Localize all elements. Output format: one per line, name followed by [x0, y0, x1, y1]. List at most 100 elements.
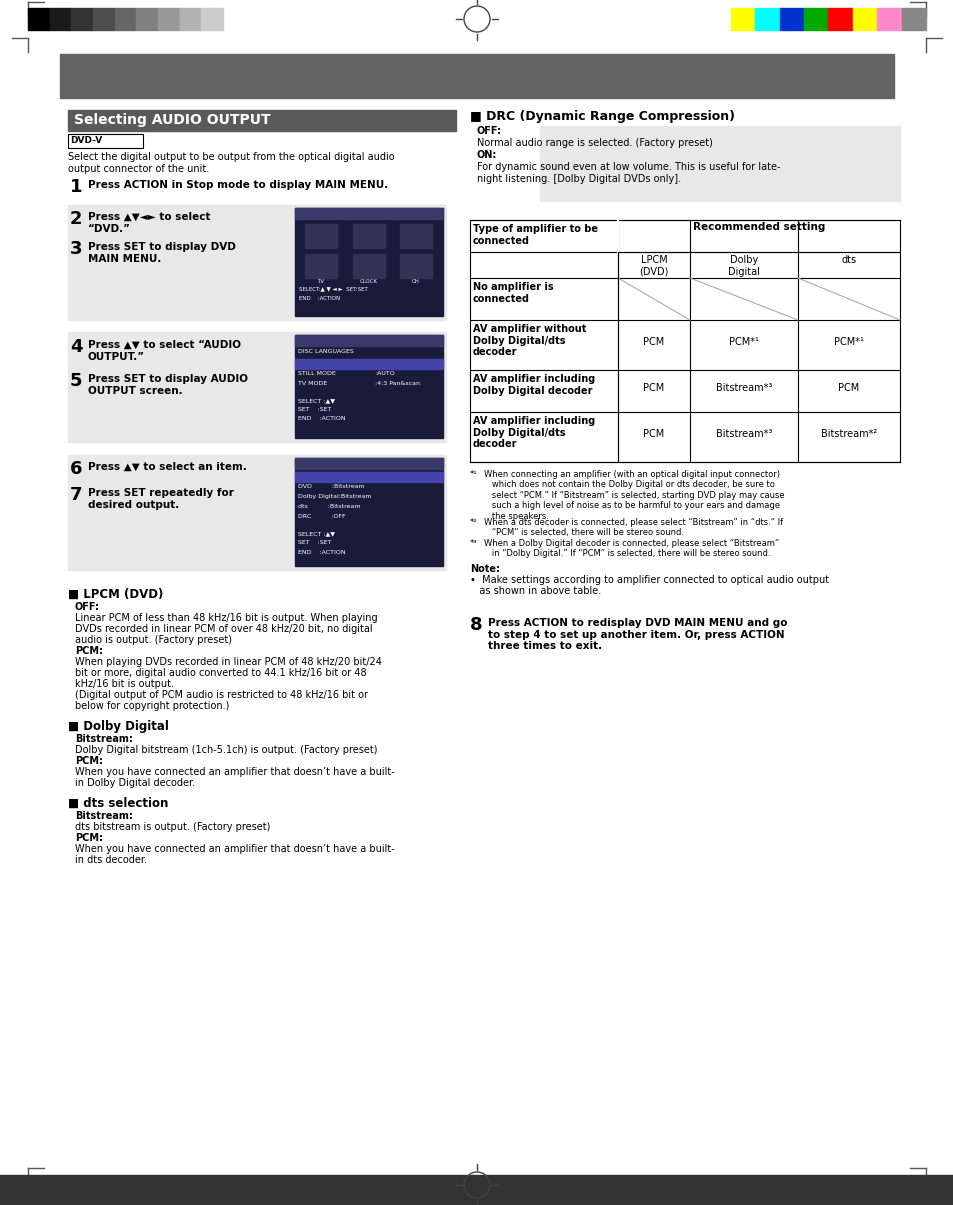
Text: SELECT :▲▼: SELECT :▲▼: [297, 398, 335, 402]
Text: in Dolby Digital decoder.: in Dolby Digital decoder.: [75, 778, 195, 788]
Text: dts          :Bitstream: dts :Bitstream: [297, 504, 360, 509]
Text: ■ dts selection: ■ dts selection: [68, 797, 168, 810]
Text: TV: TV: [317, 280, 324, 284]
Text: CLOCK: CLOCK: [359, 280, 377, 284]
Text: ■ DRC (Dynamic Range Compression): ■ DRC (Dynamic Range Compression): [470, 110, 734, 123]
Bar: [0, 1175, 953, 1205]
Bar: [399, 224, 432, 248]
Text: Type of amplifier to be
connected: Type of amplifier to be connected: [473, 224, 598, 246]
Text: PCM: PCM: [642, 383, 664, 393]
Bar: [294, 208, 442, 316]
Bar: [353, 224, 385, 248]
Bar: [803, 8, 827, 30]
Text: *¹: *¹: [470, 470, 477, 480]
Text: DVDs recorded in linear PCM of over 48 kHz/20 bit, no digital: DVDs recorded in linear PCM of over 48 k…: [75, 624, 373, 634]
Text: Bitstream*³: Bitstream*³: [715, 383, 771, 393]
Text: PCM:: PCM:: [75, 646, 103, 656]
Text: kHz/16 bit is output.: kHz/16 bit is output.: [75, 678, 173, 689]
Bar: [294, 458, 442, 566]
Text: Press SET repeatedly for
desired output.: Press SET repeatedly for desired output.: [88, 488, 233, 510]
Bar: [114, 8, 136, 30]
Text: SELECT:▲ ▼ ◄ ►  SET:SET: SELECT:▲ ▼ ◄ ► SET:SET: [298, 286, 367, 290]
Text: Select the digital output to be output from the optical digital audio
output con: Select the digital output to be output f…: [68, 152, 395, 174]
Text: *³: *³: [470, 539, 477, 548]
Text: Press ▲▼ to select an item.: Press ▲▼ to select an item.: [88, 462, 247, 472]
Text: Dolby
Digital: Dolby Digital: [727, 255, 760, 277]
Text: AV amplifier including
Dolby Digital/dts
decoder: AV amplifier including Dolby Digital/dts…: [473, 416, 595, 449]
Text: PCM: PCM: [642, 429, 664, 439]
Text: dts: dts: [841, 255, 856, 265]
Text: Bitstream:: Bitstream:: [75, 734, 132, 743]
Bar: [179, 8, 201, 30]
Text: Press SET to display DVD
MAIN MENU.: Press SET to display DVD MAIN MENU.: [88, 242, 235, 264]
Text: SET    :SET: SET :SET: [297, 540, 331, 545]
Text: TV MODE: TV MODE: [297, 381, 327, 386]
Bar: [353, 254, 385, 278]
Text: PCM:: PCM:: [75, 833, 103, 844]
Bar: [305, 224, 336, 248]
Text: DRC          :OFF: DRC :OFF: [297, 515, 345, 519]
Text: 2: 2: [70, 210, 82, 228]
Text: PCM: PCM: [838, 383, 859, 393]
Text: END    :ACTION: END :ACTION: [298, 296, 340, 301]
Text: AV amplifier without
Dolby Digital/dts
decoder: AV amplifier without Dolby Digital/dts d…: [473, 324, 586, 357]
Text: 50: 50: [28, 1181, 50, 1197]
Text: Linear PCM of less than 48 kHz/16 bit is output. When playing: Linear PCM of less than 48 kHz/16 bit is…: [75, 613, 377, 623]
Bar: [68, 205, 446, 321]
Bar: [68, 110, 456, 131]
Text: :AUTO: :AUTO: [375, 359, 395, 364]
Text: When a Dolby Digital decoder is connected, please select “Bitstream”
   in “Dolb: When a Dolby Digital decoder is connecte…: [483, 539, 779, 558]
Bar: [68, 455, 446, 570]
Text: Dolby Digital:Bitstream: Dolby Digital:Bitstream: [297, 494, 371, 499]
Bar: [827, 8, 852, 30]
Bar: [294, 472, 442, 482]
Text: SET    :SET: SET :SET: [297, 407, 331, 412]
Bar: [92, 8, 114, 30]
Text: PCM*¹: PCM*¹: [728, 337, 759, 347]
Text: 3: 3: [70, 240, 82, 258]
Text: DVD          :Bitstream: DVD :Bitstream: [297, 484, 364, 489]
Bar: [877, 8, 901, 30]
Bar: [294, 359, 442, 369]
Bar: [136, 8, 158, 30]
Text: When a dts decoder is connected, please select “Bitstream” in “dts.” If
   “PCM”: When a dts decoder is connected, please …: [483, 518, 782, 537]
Text: DVD MAIN MENU: DVD MAIN MENU: [335, 336, 401, 342]
Text: PLAYBACK     TYPE: PLAYBACK TYPE: [297, 472, 355, 477]
Text: Press ACTION in Stop mode to display MAIN MENU.: Press ACTION in Stop mode to display MAI…: [88, 180, 388, 190]
Bar: [539, 127, 899, 201]
Text: ■ LPCM (DVD): ■ LPCM (DVD): [68, 588, 163, 601]
Text: 7: 7: [70, 486, 82, 504]
Text: For assistance, please call : 1-800-211-PANA(7262) or, contact us via the web at: For assistance, please call : 1-800-211-…: [207, 1182, 746, 1191]
Bar: [755, 8, 779, 30]
Bar: [68, 333, 446, 442]
Bar: [730, 8, 755, 30]
Text: No amplifier is
connected: No amplifier is connected: [473, 282, 553, 304]
Text: in dts decoder.: in dts decoder.: [75, 856, 147, 865]
Bar: [68, 134, 143, 148]
Text: For dynamic sound even at low volume. This is useful for late-: For dynamic sound even at low volume. Th…: [476, 161, 780, 172]
Bar: [60, 54, 893, 98]
Bar: [158, 8, 179, 30]
Text: MAIN MENU: MAIN MENU: [346, 208, 392, 214]
Text: DVD: DVD: [314, 228, 327, 233]
Bar: [68, 134, 143, 148]
Bar: [852, 8, 877, 30]
Text: Normal audio range is selected. (Factory preset): Normal audio range is selected. (Factory…: [476, 139, 712, 148]
Bar: [294, 458, 442, 469]
Text: LOCK: LOCK: [361, 228, 375, 233]
Text: ■ Dolby Digital: ■ Dolby Digital: [68, 721, 169, 733]
Text: 6: 6: [70, 460, 82, 478]
Bar: [901, 8, 925, 30]
Bar: [779, 8, 803, 30]
Text: 1: 1: [70, 178, 82, 196]
Text: 5 3 1: 5 3 1: [409, 260, 422, 265]
Bar: [294, 335, 442, 346]
Text: SELECT :▲▼: SELECT :▲▼: [297, 531, 335, 536]
Text: dts bitstream is output. (Factory preset): dts bitstream is output. (Factory preset…: [75, 822, 270, 831]
Text: Note:: Note:: [470, 564, 499, 574]
Text: END    :ACTION: END :ACTION: [297, 549, 345, 556]
Text: AUDIO OUTPUT: AUDIO OUTPUT: [297, 359, 346, 364]
Text: When you have connected an amplifier that doesn’t have a built-: When you have connected an amplifier tha…: [75, 768, 395, 777]
Bar: [71, 8, 92, 30]
Text: (Digital output of PCM audio is restricted to 48 kHz/16 bit or: (Digital output of PCM audio is restrict…: [75, 690, 368, 700]
